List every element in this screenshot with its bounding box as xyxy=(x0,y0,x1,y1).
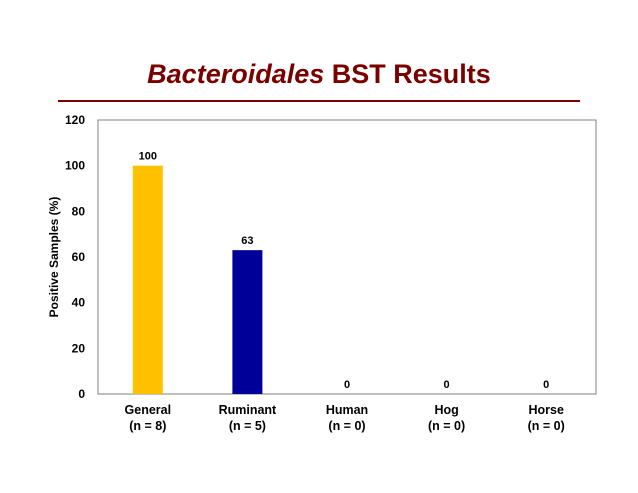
y-axis-ticks: 0 20 40 60 80 100 120 xyxy=(65,113,85,401)
y-tick-label: 120 xyxy=(65,113,85,127)
category-label-hog: Hog xyxy=(434,403,458,417)
y-axis-label: Positive Samples (%) xyxy=(47,197,61,318)
category-label-horse: Horse xyxy=(528,403,563,417)
category-label-ruminant: Ruminant xyxy=(219,403,277,417)
category-sublabel-human: (n = 0) xyxy=(328,419,365,433)
data-label-hog: 0 xyxy=(444,379,450,391)
y-tick-label: 0 xyxy=(78,387,85,401)
bars xyxy=(132,165,263,394)
title-rule xyxy=(58,100,580,102)
data-label-human: 0 xyxy=(344,379,350,391)
bar-ruminant xyxy=(232,250,263,394)
category-label-human: Human xyxy=(326,403,368,417)
slide-title-italic: Bacteroidales xyxy=(147,59,325,89)
category-label-general: General xyxy=(125,403,172,417)
y-tick-label: 100 xyxy=(65,159,85,173)
slide-title: Bacteroidales BST Results xyxy=(0,54,638,94)
y-tick-label: 80 xyxy=(72,204,86,218)
slide-title-rest: BST Results xyxy=(324,59,491,89)
y-tick-label: 40 xyxy=(72,296,86,310)
plot-area-frame xyxy=(97,119,597,395)
data-label-general: 100 xyxy=(139,151,157,163)
data-label-ruminant: 63 xyxy=(241,235,253,247)
y-tick-label: 60 xyxy=(72,250,86,264)
category-sublabel-hog: (n = 0) xyxy=(428,419,465,433)
category-sublabel-general: (n = 8) xyxy=(129,419,166,433)
x-axis-labels: General (n = 8) Ruminant (n = 5) Human (n = 0… xyxy=(125,403,565,433)
bar-general xyxy=(132,165,163,394)
category-sublabel-ruminant: (n = 5) xyxy=(229,419,266,433)
category-sublabel-horse: (n = 0) xyxy=(528,419,565,433)
y-tick-label: 20 xyxy=(72,341,86,355)
data-labels: 100 63 0 0 0 xyxy=(139,151,550,391)
data-label-horse: 0 xyxy=(543,379,549,391)
